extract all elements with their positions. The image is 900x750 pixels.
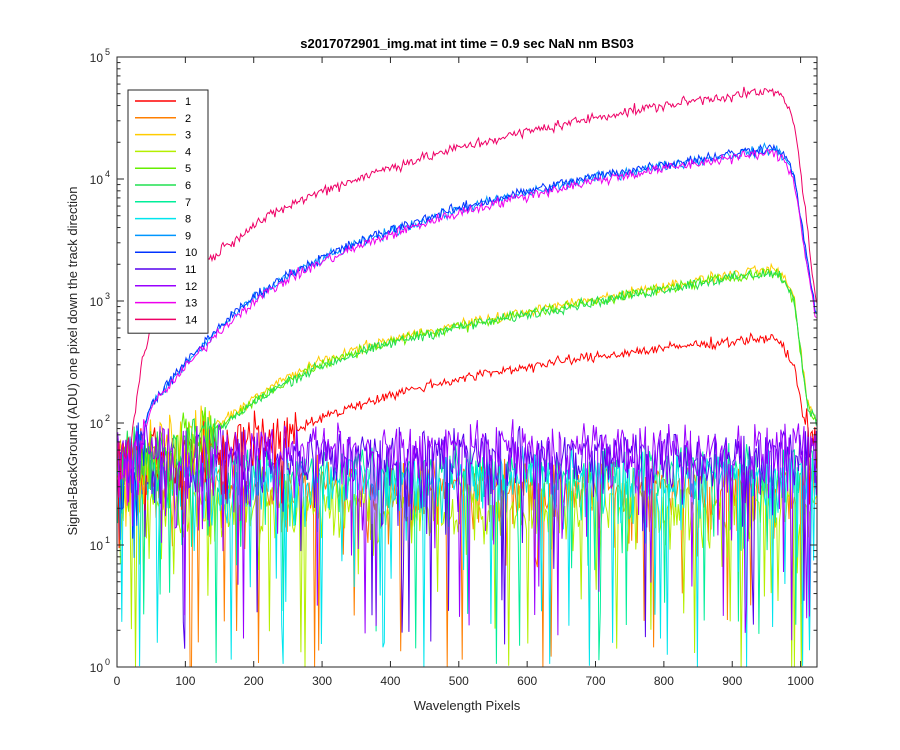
- y-tick-label: 10: [90, 295, 104, 309]
- x-tick-label: 500: [449, 674, 469, 688]
- y-tick-label: 10: [90, 417, 104, 431]
- series-line-10: [117, 143, 817, 539]
- series-line-11: [117, 425, 817, 649]
- x-tick-label: 200: [244, 674, 264, 688]
- x-tick-label: 0: [114, 674, 121, 688]
- y-tick-exponent: 2: [105, 413, 110, 423]
- legend-label-8: 8: [185, 214, 191, 226]
- y-tick-label: 10: [90, 173, 104, 187]
- y-tick-label: 10: [90, 661, 104, 675]
- y-tick-label: 10: [90, 539, 104, 553]
- legend-label-11: 11: [185, 264, 196, 276]
- chart-title: s2017072901_img.mat int time = 0.9 sec N…: [300, 36, 634, 51]
- y-tick-exponent: 1: [105, 535, 110, 545]
- y-tick-label: 10: [90, 51, 104, 65]
- legend-box: [127, 89, 209, 334]
- legend-label-3: 3: [185, 130, 191, 142]
- x-tick-label: 700: [586, 674, 606, 688]
- y-axis-label: Signal-BackGround (ADU) one pixel down t…: [65, 186, 80, 535]
- legend-label-5: 5: [185, 163, 191, 175]
- x-tick-label: 400: [380, 674, 400, 688]
- y-tick-exponent: 0: [105, 657, 110, 667]
- x-tick-label: 100: [175, 674, 195, 688]
- legend-label-12: 12: [185, 281, 197, 293]
- legend-label-14: 14: [185, 314, 197, 326]
- x-tick-label: 900: [722, 674, 742, 688]
- x-tick-label: 300: [312, 674, 332, 688]
- legend-label-10: 10: [185, 247, 197, 259]
- legend-label-2: 2: [185, 113, 191, 125]
- series-line-1: [117, 332, 817, 549]
- y-tick-exponent: 4: [105, 169, 110, 179]
- x-tick-label: 1000: [787, 674, 814, 688]
- y-tick-exponent: 3: [105, 291, 110, 301]
- y-tick-exponent: 5: [105, 47, 110, 57]
- legend-label-7: 7: [185, 197, 191, 209]
- series-line-12: [117, 419, 817, 641]
- series-line-14: [117, 86, 817, 480]
- series-layer: [117, 86, 817, 667]
- legend-label-4: 4: [185, 146, 191, 158]
- legend-label-9: 9: [185, 230, 191, 242]
- legend-label-6: 6: [185, 180, 191, 192]
- axes-box: [116, 56, 818, 668]
- x-axis-label: Wavelength Pixels: [414, 698, 521, 713]
- x-tick-label: 800: [654, 674, 674, 688]
- series-line-13: [117, 148, 817, 506]
- legend-label-13: 13: [185, 298, 197, 310]
- x-tick-label: 600: [517, 674, 537, 688]
- legend-label-1: 1: [185, 96, 191, 108]
- series-line-6: [117, 269, 817, 526]
